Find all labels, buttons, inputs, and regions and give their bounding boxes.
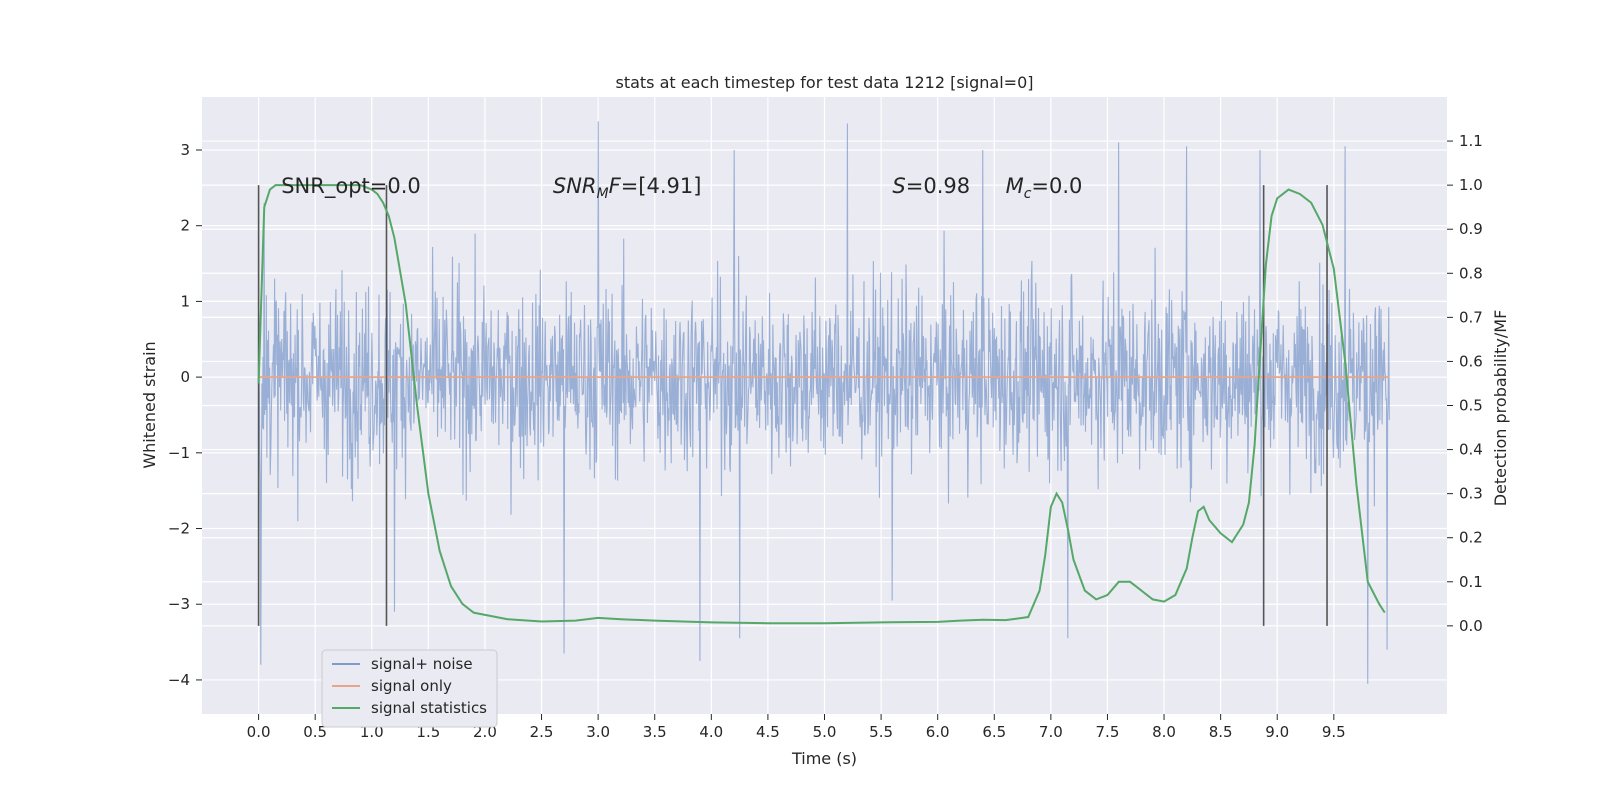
x-tick-label: 3.5 [643, 723, 667, 741]
x-tick-label: 5.0 [813, 723, 837, 741]
y2-axis-ticks: 0.0 0.1 0.2 0.3 0.4 0.5 0.6 0.7 0.8 0.9 1.0 1.1 [1447, 132, 1483, 635]
signal-noise-series [258, 121, 1390, 684]
y2-tick-label: 0.7 [1459, 308, 1483, 326]
x-tick-label: 8.0 [1152, 723, 1176, 741]
annotations: SNR_opt=0.0 SNRMF=[4.91] S=0.98 Mc=0.0 [281, 174, 1082, 202]
y2-tick-label: 1.1 [1459, 132, 1483, 150]
x-tick-label: 5.5 [869, 723, 893, 741]
y2-tick-label: 0.2 [1459, 529, 1483, 547]
y2-tick-label: 0.1 [1459, 573, 1483, 591]
annotation-main: S [892, 174, 905, 198]
annotation-tail: =0.98 [906, 174, 970, 198]
y-tick-label: 0 [180, 368, 190, 386]
x-tick-label: 9.5 [1322, 723, 1346, 741]
x-tick-label: 2.5 [530, 723, 554, 741]
y2-tick-label: 1.0 [1459, 176, 1483, 194]
y2-tick-label: 0.4 [1459, 441, 1483, 459]
y-axis-ticks: −4 −3 −2 −1 0 1 2 3 [168, 141, 202, 689]
y2-tick-label: 0.3 [1459, 485, 1483, 503]
y2-tick-label: 0.5 [1459, 397, 1483, 415]
annotation-text: SNR_opt=0.0 [281, 174, 421, 199]
y2-tick-label: 0.6 [1459, 352, 1483, 370]
annotation-main: SNR [553, 174, 597, 198]
x-tick-label: 3.0 [586, 723, 610, 741]
x-tick-label: 4.0 [699, 723, 723, 741]
legend-label-signal-only: signal only [371, 677, 452, 695]
legend-label-signal-noise: signal+ noise [371, 655, 473, 673]
y2-tick-label: 0.9 [1459, 220, 1483, 238]
legend-label-signal-statistics: signal statistics [371, 699, 487, 717]
x-tick-label: 6.0 [926, 723, 950, 741]
annotation-text: SNRMF=[4.91] [553, 174, 702, 202]
chart-title: stats at each timestep for test data 121… [615, 73, 1033, 92]
x-tick-label: 0.0 [247, 723, 271, 741]
x-axis-label: Time (s) [791, 749, 857, 768]
y-tick-label: −3 [168, 595, 190, 613]
signal-statistics-line [257, 184, 1386, 625]
x-tick-label: 0.5 [303, 723, 327, 741]
y2-axis-label: Detection probability/MF [1491, 310, 1510, 507]
annotation-main: M [1006, 174, 1024, 198]
annotation-subscript: c [1024, 186, 1032, 202]
annotation-text: Mc=0.0 [1006, 174, 1083, 202]
y2-tick-label: 0.8 [1459, 264, 1483, 282]
annotation-italic-letter: F [609, 174, 622, 198]
annotation-value: =[4.91] [621, 174, 702, 198]
y-tick-label: −2 [168, 520, 190, 538]
y-tick-label: −1 [168, 444, 190, 462]
y-tick-label: 1 [180, 292, 190, 310]
x-tick-label: 7.0 [1039, 723, 1063, 741]
y2-tick-label: 0.0 [1459, 617, 1483, 635]
x-tick-label: 8.5 [1209, 723, 1233, 741]
x-tick-label: 4.5 [756, 723, 780, 741]
signal-statistics-series [257, 184, 1386, 625]
signal-noise-line [258, 121, 1390, 684]
annotation-text: S=0.98 [892, 174, 970, 198]
annotation-tail: F=[4.91] [609, 174, 702, 198]
x-tick-label: 6.5 [982, 723, 1006, 741]
y-tick-label: −4 [168, 671, 190, 689]
y-tick-label: 2 [180, 217, 190, 235]
x-tick-label: 9.0 [1265, 723, 1289, 741]
annotation-subscript: M [597, 186, 609, 202]
legend: signal+ noise signal only signal statist… [321, 649, 498, 728]
vertical-lines [257, 185, 1328, 626]
x-tick-label: 7.5 [1096, 723, 1120, 741]
annotation-main: SNR_opt=0.0 [281, 174, 421, 199]
annotation-tail: =0.0 [1031, 174, 1082, 198]
x-axis-ticks: 0.0 0.5 1.0 1.5 2.0 2.5 3.0 3.5 4.0 4.5 5.0 5.5 6.0 6… [247, 714, 1346, 741]
legend-box [321, 649, 498, 728]
y-axis-label: Whitened strain [140, 341, 159, 468]
y-tick-label: 3 [180, 141, 190, 159]
